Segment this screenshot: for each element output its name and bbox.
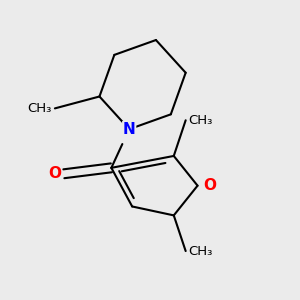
Text: CH₃: CH₃ <box>189 244 213 258</box>
Text: O: O <box>48 166 62 181</box>
Text: CH₃: CH₃ <box>189 114 213 127</box>
Text: O: O <box>203 178 216 193</box>
Text: N: N <box>123 122 136 137</box>
Text: CH₃: CH₃ <box>28 102 52 115</box>
